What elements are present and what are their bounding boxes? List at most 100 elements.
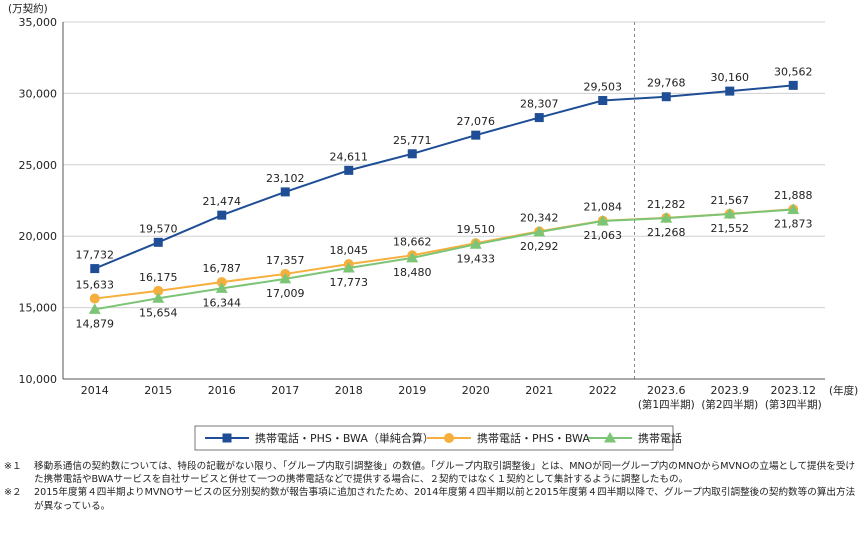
footnote-1-mark: ※１ (4, 461, 22, 472)
data-label: 17,357 (266, 254, 305, 267)
axes: 10,000 15,000 20,000 25,000 30,000 35,000(万契約… (8, 2, 858, 411)
data-label: 19,433 (457, 252, 496, 265)
series-lines (88, 80, 800, 314)
data-label: 18,480 (393, 266, 432, 279)
square-marker (280, 187, 290, 197)
data-label: 21,063 (584, 229, 623, 242)
data-label: 17,773 (330, 276, 369, 289)
triangle-marker (596, 215, 609, 226)
triangle-marker (787, 203, 800, 214)
square-marker (725, 86, 735, 96)
footnote-1: ※１ 移動系通信の契約数については、特段の記載がない限り、「グループ内取引調整後… (4, 460, 862, 486)
y-tick-label: 35,000 (19, 16, 58, 29)
triangle-marker (279, 272, 292, 284)
x-tick-label: 2023.6 (647, 384, 686, 397)
data-label: 23,102 (266, 172, 305, 185)
data-label: 21,282 (647, 198, 686, 211)
data-label: 15,654 (139, 306, 178, 319)
series-line (94, 208, 794, 311)
triangle-marker (723, 208, 736, 219)
data-label: 21,268 (647, 226, 686, 239)
y-tick-label: 10,000 (19, 373, 58, 386)
data-label: 20,292 (520, 240, 559, 253)
x-tick-label: 2020 (462, 384, 490, 397)
legend-label: 携帯電話 (638, 431, 682, 445)
data-label: 28,307 (520, 98, 559, 111)
square-marker (788, 80, 798, 90)
data-label: 19,510 (457, 223, 496, 236)
triangle-marker (152, 292, 165, 303)
triangle-marker (342, 262, 355, 273)
triangle-marker (533, 226, 546, 237)
square-marker (661, 92, 671, 102)
triangle-marker (215, 282, 228, 293)
data-label: 24,611 (330, 150, 369, 163)
data-label: 15,633 (76, 279, 115, 292)
x-tick-sublabel: (第1四半期) (638, 398, 695, 411)
x-tick-label: 2019 (398, 384, 426, 397)
data-labels: 17,732 19,570 21,474 23,102 24,611 25,771 27,0… (76, 65, 813, 330)
x-tick-sublabel: (第2四半期) (701, 398, 758, 411)
square-marker (471, 130, 481, 140)
data-label: 14,879 (76, 317, 115, 330)
data-label: 25,771 (393, 134, 432, 147)
triangle-marker (88, 303, 101, 314)
x-tick-label: 2023.12 (771, 384, 817, 397)
data-label: 20,342 (520, 211, 559, 224)
data-label: 27,076 (457, 115, 496, 128)
data-label: 29,768 (647, 77, 686, 90)
footnotes: ※１ 移動系通信の契約数については、特段の記載がない限り、「グループ内取引調整後… (4, 460, 862, 513)
square-marker (598, 95, 608, 105)
series-line (94, 84, 794, 270)
y-tick-label: 25,000 (19, 159, 58, 172)
square-marker (217, 210, 227, 220)
x-tick-label: 2022 (589, 384, 617, 397)
data-label: 16,787 (203, 262, 242, 275)
y-axis-unit: (万契約) (8, 2, 48, 15)
footnote-2-mark: ※２ (4, 487, 22, 499)
data-label: 17,009 (266, 287, 305, 300)
y-tick-label: 30,000 (19, 87, 58, 100)
data-label: 21,552 (711, 222, 750, 235)
square-marker (534, 113, 544, 123)
series-line (94, 208, 794, 300)
x-axis-unit: (年度) (829, 384, 858, 397)
square-marker (90, 264, 100, 274)
footnote-2: ※２ 2015年度第４四半期よりMVNOサービスの区分別契約数が報告事項に追加さ… (4, 486, 862, 512)
data-label: 30,160 (711, 71, 750, 84)
triangle-marker (469, 238, 482, 249)
data-label: 21,084 (584, 201, 623, 214)
x-tick-label: 2017 (271, 384, 299, 397)
circle-marker (153, 285, 164, 296)
x-tick-label: 2014 (81, 384, 109, 397)
triangle-marker (660, 212, 673, 223)
x-tick-label: 2016 (208, 384, 236, 397)
legend-label: 携帯電話・PHS・BWA（単純合算） (255, 431, 434, 445)
line-chart: 10,000 15,000 20,000 25,000 30,000 35,000(万契約… (8, 2, 858, 451)
data-label: 21,567 (711, 194, 750, 207)
x-tick-label: 2023.9 (711, 384, 750, 397)
data-label: 18,045 (330, 244, 369, 257)
data-label: 30,562 (774, 65, 813, 78)
x-tick-label: 2021 (525, 384, 553, 397)
data-label: 16,175 (139, 271, 178, 284)
square-marker (344, 165, 354, 175)
footnote-2-text: 2015年度第４四半期よりMVNOサービスの区分別契約数が報告事項に追加されたた… (34, 487, 856, 512)
data-label: 17,732 (76, 249, 115, 262)
data-label: 21,474 (203, 195, 242, 208)
data-label: 18,662 (393, 235, 432, 248)
y-tick-label: 20,000 (19, 230, 58, 243)
x-tick-label: 2018 (335, 384, 363, 397)
legend: 携帯電話・PHS・BWA（単純合算） 携帯電話・PHS・BWA 携帯電話 (194, 425, 682, 451)
data-label: 21,873 (774, 217, 813, 230)
square-marker (153, 237, 163, 247)
data-label: 16,344 (203, 296, 242, 309)
y-tick-label: 15,000 (19, 302, 58, 315)
legend-marker (444, 433, 454, 443)
circle-marker (216, 277, 227, 288)
legend-marker (222, 433, 232, 443)
footnote-1-text: 移動系通信の契約数については、特段の記載がない限り、「グループ内取引調整後」の数… (34, 461, 856, 486)
data-label: 21,888 (774, 189, 813, 202)
square-marker (407, 149, 417, 159)
x-tick-label: 2015 (144, 384, 172, 397)
